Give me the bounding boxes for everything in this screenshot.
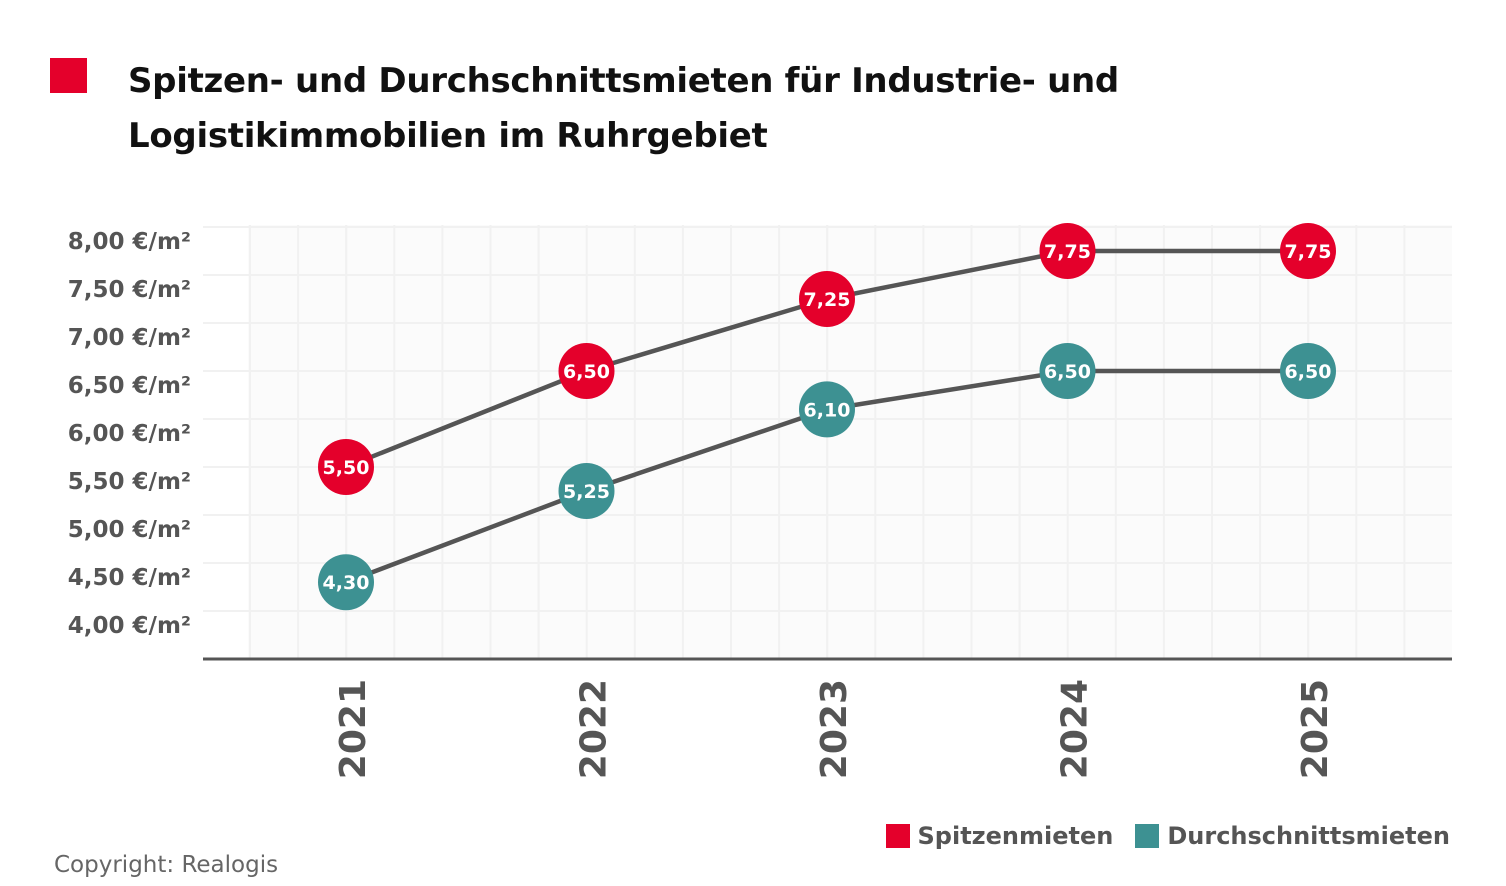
legend-swatch-durchschnittsmieten: [1135, 824, 1160, 848]
title-marker: [50, 58, 87, 93]
chart-title: Spitzen- und Durchschnittsmieten für Ind…: [128, 61, 1119, 156]
x-tick-label: 2024: [1055, 679, 1096, 779]
y-tick-label: 5,00 €/m²: [68, 517, 191, 543]
data-point-spitzenmieten: [1039, 223, 1096, 279]
data-label: 6,50: [1285, 361, 1332, 383]
y-tick-label: 5,50 €/m²: [68, 469, 191, 495]
x-tick-label: 2022: [574, 679, 615, 779]
legend-label: Durchschnittsmieten: [1167, 822, 1450, 850]
data-point-durchschnittsmieten: [1280, 343, 1336, 399]
legend-swatch-spitzenmieten: [885, 824, 910, 848]
data-point-durchschnittsmieten: [799, 381, 855, 438]
legend-item-durchschnittsmieten[interactable]: Durchschnittsmieten: [1135, 822, 1450, 850]
x-tick-label: 2023: [814, 679, 855, 779]
data-point-durchschnittsmieten: [558, 463, 615, 519]
data-label: 7,75: [1044, 241, 1091, 263]
copyright: Copyright: Realogis: [54, 852, 279, 878]
data-label: 5,25: [563, 481, 610, 503]
y-tick-label: 8,00 €/m²: [68, 229, 191, 255]
x-tick-label: 2021: [333, 679, 374, 779]
y-tick-label: 7,00 €/m²: [68, 325, 191, 351]
data-label: 6,50: [1044, 361, 1091, 383]
x-tick-label: 2025: [1295, 679, 1336, 779]
data-point-spitzenmieten: [318, 439, 374, 495]
y-tick-label: 6,50 €/m²: [68, 373, 191, 399]
y-tick-label: 4,00 €/m²: [68, 613, 191, 639]
data-label: 6,50: [563, 361, 610, 383]
y-tick-label: 7,50 €/m²: [68, 277, 191, 303]
data-label: 4,30: [323, 572, 370, 594]
data-point-durchschnittsmieten: [1039, 343, 1096, 399]
data-point-spitzenmieten: [558, 343, 615, 399]
data-label: 7,75: [1285, 241, 1332, 263]
data-label: 5,50: [323, 457, 370, 479]
y-tick-label: 4,50 €/m²: [68, 565, 191, 591]
data-point-spitzenmieten: [1280, 223, 1336, 279]
data-label: 7,25: [804, 289, 851, 311]
data-label: 6,10: [804, 399, 851, 421]
data-point-spitzenmieten: [799, 271, 855, 327]
data-point-durchschnittsmieten: [318, 554, 374, 611]
legend-item-spitzenmieten[interactable]: Spitzenmieten: [885, 822, 1114, 850]
y-tick-label: 6,00 €/m²: [68, 421, 191, 447]
legend: Spitzenmieten Durchschnittsmieten: [885, 822, 1450, 850]
legend-label: Spitzenmieten: [917, 822, 1114, 850]
